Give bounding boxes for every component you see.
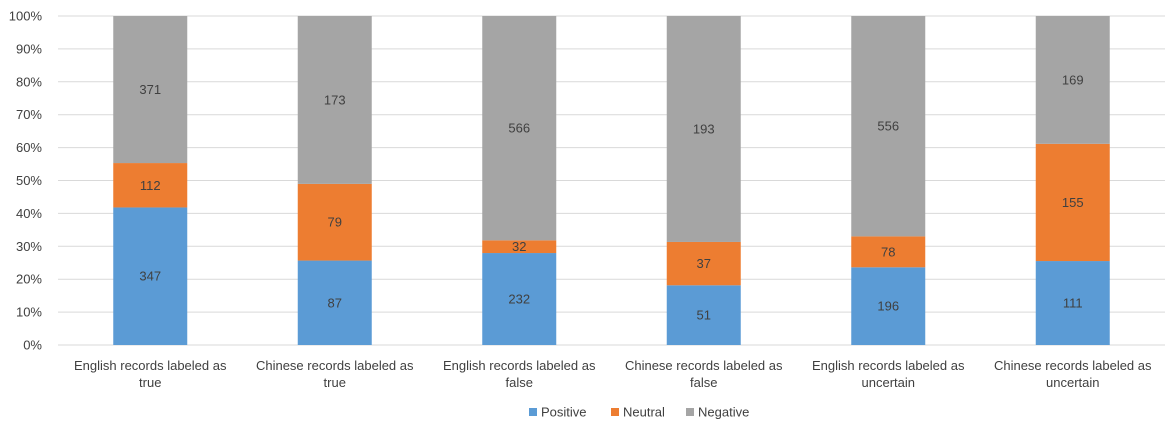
data-label: 193 <box>693 121 715 136</box>
x-category-label: Chinese records labeled as <box>625 358 783 373</box>
x-category-label: true <box>139 375 161 390</box>
bar-segment-neutral <box>482 240 557 254</box>
data-label: 51 <box>697 308 711 323</box>
x-category-label: English records labeled as <box>74 358 227 373</box>
x-category-label: Chinese records labeled as <box>994 358 1152 373</box>
data-label: 371 <box>139 82 161 97</box>
y-tick-label: 80% <box>16 74 42 89</box>
data-label: 112 <box>140 178 161 193</box>
data-label: 155 <box>1062 195 1084 210</box>
x-category-label: true <box>324 375 346 390</box>
data-label: 196 <box>877 299 899 314</box>
bar-segment-neutral <box>113 163 188 208</box>
bar-segment-positive <box>666 285 741 345</box>
bar-segment-positive <box>851 267 926 345</box>
y-tick-label: 0% <box>23 338 42 353</box>
data-label: 173 <box>324 92 346 107</box>
legend-label-negative: Negative <box>698 405 749 420</box>
y-tick-label: 30% <box>16 239 42 254</box>
data-label: 169 <box>1062 72 1084 87</box>
x-category-label: false <box>506 375 533 390</box>
legend: Positive Neutral Negative <box>529 405 749 420</box>
legend-swatch-positive <box>529 408 537 416</box>
legend-swatch-neutral <box>611 408 619 416</box>
bars: 347 112 371 87 79 173 232 32 566 51 37 193 196 78 556 1… <box>113 16 1110 345</box>
y-tick-label: 50% <box>16 173 42 188</box>
data-label: 232 <box>508 292 530 307</box>
bar-segment-negative <box>297 16 372 184</box>
x-category-label: uncertain <box>862 375 915 390</box>
x-axis: English records labeled as true Chinese re… <box>74 358 1152 390</box>
bar-segment-neutral <box>666 241 741 286</box>
legend-label-neutral: Neutral <box>623 405 665 420</box>
bar-segment-neutral <box>1035 143 1110 262</box>
y-tick-label: 100% <box>9 9 43 24</box>
data-label: 32 <box>512 239 526 254</box>
data-label: 79 <box>328 215 342 230</box>
bar-segment-neutral <box>851 236 926 268</box>
bar-segment-negative <box>666 16 741 242</box>
y-axis: 0% 10% 20% 30% 40% 50% 60% 70% 80% 90% 100% <box>9 9 43 353</box>
data-label: 37 <box>697 256 711 271</box>
bar-segment-negative <box>113 16 188 164</box>
y-tick-label: 20% <box>16 272 42 287</box>
gridlines <box>58 15 1165 346</box>
x-category-label: English records labeled as <box>812 358 965 373</box>
bar-segment-negative <box>482 16 557 241</box>
bar-segment-negative <box>851 16 926 237</box>
y-tick-label: 60% <box>16 140 42 155</box>
bar-segment-positive <box>482 253 557 345</box>
x-category-label: Chinese records labeled as <box>256 358 414 373</box>
bar-segment-positive <box>1035 261 1110 345</box>
x-category-label: English records labeled as <box>443 358 596 373</box>
x-category-label: false <box>690 375 717 390</box>
bar-segment-positive <box>297 260 372 345</box>
data-label: 347 <box>139 269 161 284</box>
bar-segment-positive <box>113 207 188 345</box>
data-label: 566 <box>508 121 530 136</box>
y-tick-label: 40% <box>16 206 42 221</box>
data-label: 78 <box>881 244 895 259</box>
data-label: 87 <box>328 295 342 310</box>
bar-segment-neutral <box>297 183 372 261</box>
y-tick-label: 70% <box>16 107 42 122</box>
legend-label-positive: Positive <box>541 405 587 420</box>
data-label: 556 <box>877 119 899 134</box>
data-label: 111 <box>1063 296 1083 311</box>
y-tick-label: 90% <box>16 41 42 56</box>
bar-segment-negative <box>1035 16 1110 144</box>
y-tick-label: 10% <box>16 305 42 320</box>
legend-swatch-negative <box>686 408 694 416</box>
x-category-label: uncertain <box>1046 375 1099 390</box>
